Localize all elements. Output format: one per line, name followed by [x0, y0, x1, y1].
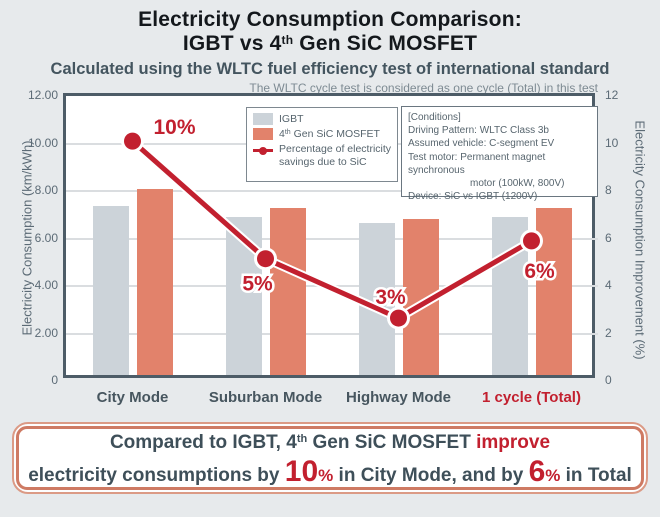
conditions-device: Device: SiC vs IGBT (1200V): [408, 191, 538, 203]
title-line2-post: Gen SiC MOSFET: [293, 32, 478, 55]
line-marker-icon: [253, 146, 273, 155]
bar-sic-highway-mode: [402, 219, 439, 375]
savings-point-halo-0: [121, 129, 144, 153]
title-line2-pre: IGBT vs 4: [182, 32, 282, 55]
right-tick-0: 0: [605, 373, 612, 387]
summary-city-percent: 10: [284, 455, 319, 488]
legend-sic-label: 4th Gen SiC MOSFET: [279, 128, 380, 140]
legend-item-sic: 4th Gen SiC MOSFET: [253, 128, 393, 140]
legend-item-savings: Percentage of electricity savings due to…: [253, 143, 393, 169]
x-label-suburban-mode: Suburban Mode: [208, 389, 323, 406]
right-tick-10: 10: [605, 135, 619, 150]
page-subtitle: Calculated using the WLTC fuel efficienc…: [50, 60, 610, 78]
x-label-highway-mode: Highway Mode: [345, 389, 451, 406]
summary-improve-highlight: improve: [476, 432, 551, 453]
legend-item-igbt: IGBT: [253, 113, 393, 125]
left-tick-6.00: 6.00: [34, 230, 58, 245]
bar-igbt-suburban-mode: [225, 217, 262, 375]
bar-igbt-city-mode: [92, 206, 129, 375]
right-tick-2: 2: [605, 325, 612, 340]
conditions-test-motor-cont: motor (100kW, 800V): [470, 177, 565, 189]
bar-igbt-highway-mode: [358, 223, 395, 375]
right-tick-6: 6: [605, 230, 612, 245]
left-tick-2.00: 2.00: [34, 325, 58, 340]
plot-area: 10% 5% 3% 6%: [63, 93, 598, 378]
title-line2-superscript: th: [281, 33, 294, 47]
right-tick-12: 12: [605, 88, 619, 102]
x-label-city-mode: City Mode: [96, 389, 169, 406]
conditions-assumed-vehicle: Assumed vehicle: C-segment EV: [408, 138, 555, 150]
sic-swatch-icon: [253, 128, 273, 140]
page-title-line2: IGBT vs 4th Gen SiC MOSFET: [0, 32, 660, 56]
gridline: [66, 332, 598, 335]
bar-sic-suburban-mode: [269, 207, 306, 375]
summary-banner: Compared to IGBT, 4th Gen SiC MOSFET imp…: [12, 422, 648, 494]
left-tick-8.00: 8.00: [34, 183, 58, 197]
bar-sic-city-mode: [136, 188, 173, 375]
right-tick-8: 8: [605, 183, 612, 197]
legend-savings-label: Percentage of electricity savings due to…: [279, 143, 392, 169]
chart-note: The WLTC cycle test is considered as one…: [249, 81, 598, 95]
left-axis-title: Electricity Consumption (km/kWh): [19, 140, 35, 336]
conditions-heading: [Conditions]: [408, 112, 461, 123]
bar-igbt-1-cycle-total-: [491, 217, 528, 375]
left-tick-10.00: 10.00: [27, 135, 58, 150]
left-tick-0: 0: [51, 373, 58, 387]
conditions-test-motor: Test motor: Permanent magnet synchronous: [408, 151, 546, 176]
igbt-swatch-icon: [253, 113, 273, 125]
conditions-box: [Conditions] Driving Pattern: WLTC Class…: [401, 106, 598, 202]
conditions-driving-pattern: Driving Pattern: WLTC Class 3b: [408, 125, 549, 137]
summary-line2: electricity consumptions by 10% in City …: [28, 455, 632, 488]
summary-banner-inner: Compared to IGBT, 4th Gen SiC MOSFET imp…: [16, 426, 644, 490]
savings-point-0: [124, 132, 141, 150]
left-tick-12.00: 12.00: [27, 88, 58, 102]
legend: IGBT 4th Gen SiC MOSFET Percentage of el…: [246, 107, 398, 182]
right-axis-title: Electricity Consumption Improvement (%): [632, 120, 648, 360]
x-label-1-cycle-total-: 1 cycle (Total): [482, 389, 581, 406]
summary-total-percent: 6: [528, 455, 546, 488]
bar-sic-1-cycle-total-: [535, 207, 572, 375]
left-tick-4.00: 4.00: [34, 278, 58, 292]
summary-line1: Compared to IGBT, 4th Gen SiC MOSFET imp…: [109, 432, 551, 453]
right-tick-4: 4: [605, 278, 612, 292]
savings-label-0: 10%: [153, 116, 195, 139]
page-title-line1: Electricity Consumption Comparison:: [138, 8, 522, 31]
legend-igbt-label: IGBT: [279, 113, 304, 125]
